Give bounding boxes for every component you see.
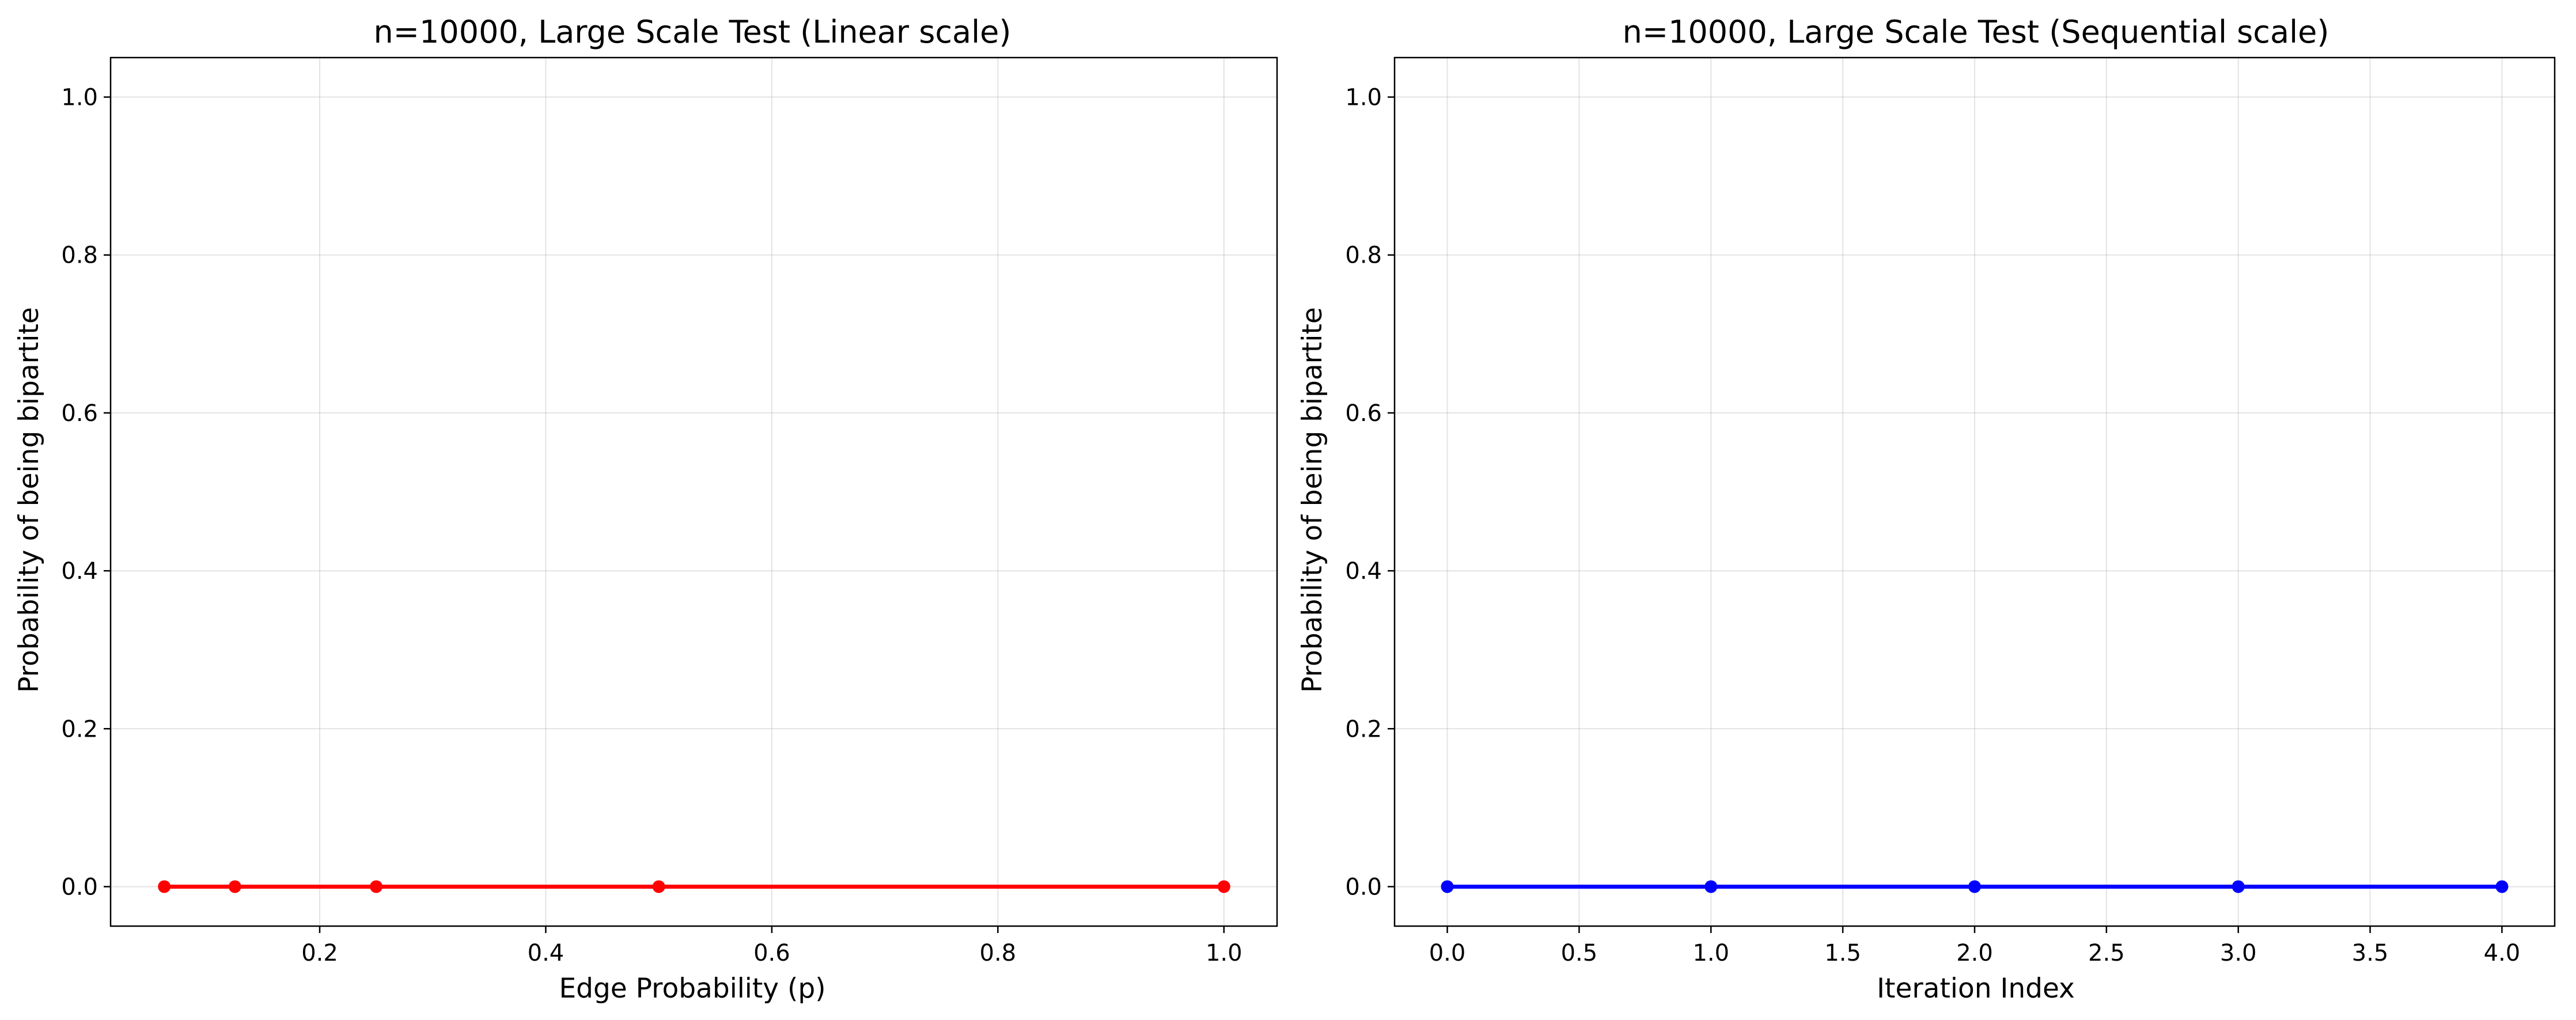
- data-point: [1217, 880, 1230, 893]
- data-point: [2232, 880, 2245, 893]
- x-tick-label: 3.5: [2352, 940, 2389, 966]
- data-point: [2495, 880, 2509, 893]
- chart-sequential-scale: n=10000, Large Scale Test (Sequential sc…: [1297, 14, 2556, 1004]
- x-tick-label: 0.6: [753, 940, 790, 966]
- x-tick-label: 0.0: [1429, 940, 1466, 966]
- y-tick-label: 0.0: [1345, 874, 1382, 900]
- data-point: [158, 880, 171, 893]
- y-tick-label: 0.2: [1345, 716, 1382, 742]
- y-tick-label: 0.0: [61, 874, 98, 900]
- y-tick-label: 0.4: [1345, 558, 1382, 585]
- chart-title: n=10000, Large Scale Test (Linear scale): [374, 14, 1012, 50]
- x-tick-label: 1.0: [1692, 940, 1729, 966]
- x-tick-label: 2.5: [2088, 940, 2125, 966]
- x-tick-label: 1.5: [1824, 940, 1861, 966]
- y-axis-label: Probability of being bipartite: [13, 307, 45, 693]
- x-tick-label: 1.0: [1206, 940, 1242, 966]
- x-tick-label: 3.0: [2220, 940, 2257, 966]
- y-tick-label: 1.0: [61, 85, 98, 111]
- y-tick-label: 0.8: [61, 242, 98, 269]
- y-tick-label: 1.0: [1345, 85, 1382, 111]
- data-point: [1968, 880, 1981, 893]
- x-tick-label: 4.0: [2484, 940, 2521, 966]
- x-tick-label: 0.8: [980, 940, 1017, 966]
- data-point: [228, 880, 241, 893]
- y-tick-label: 0.6: [1345, 400, 1382, 427]
- data-point: [370, 880, 383, 893]
- y-tick-label: 0.6: [61, 400, 98, 427]
- chart-title: n=10000, Large Scale Test (Sequential sc…: [1623, 14, 2329, 50]
- data-point: [1441, 880, 1454, 893]
- y-tick-label: 0.2: [61, 716, 98, 742]
- chart-linear-scale: n=10000, Large Scale Test (Linear scale)…: [13, 14, 1278, 1004]
- x-tick-label: 0.5: [1561, 940, 1598, 966]
- y-tick-label: 0.8: [1345, 242, 1382, 269]
- y-tick-label: 0.4: [61, 558, 98, 585]
- x-axis-label: Iteration Index: [1877, 973, 2075, 1004]
- y-axis-label: Probability of being bipartite: [1297, 307, 1328, 693]
- x-tick-label: 2.0: [1956, 940, 1993, 966]
- x-tick-label: 0.2: [301, 940, 338, 966]
- x-tick-label: 0.4: [528, 940, 565, 966]
- data-point: [1704, 880, 1718, 893]
- plot-area-frame: [109, 56, 1278, 927]
- data-point: [652, 880, 665, 893]
- x-axis-label: Edge Probability (p): [559, 973, 825, 1004]
